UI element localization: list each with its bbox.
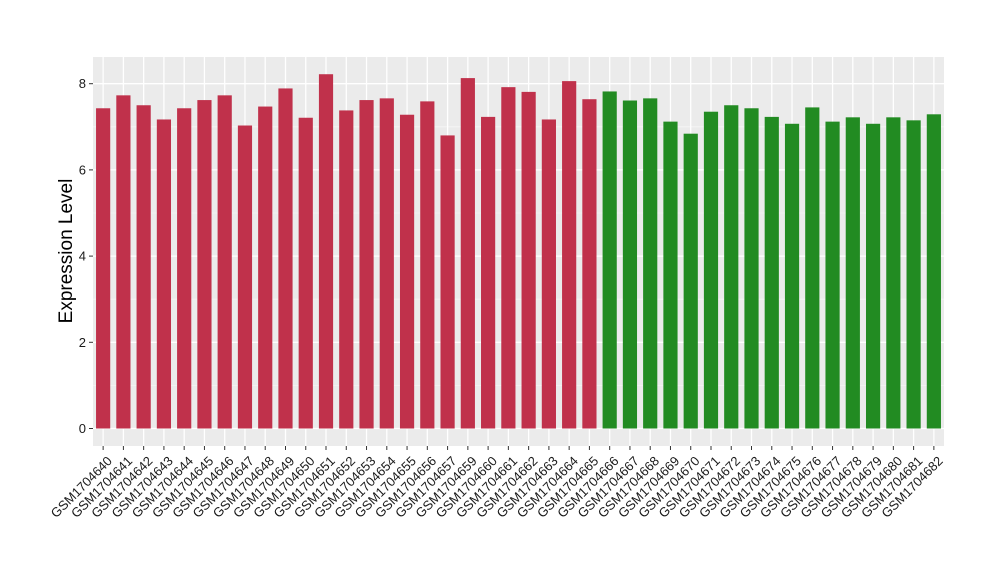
bar-GSM1704642 bbox=[136, 105, 151, 429]
bar-GSM1704660 bbox=[481, 116, 496, 429]
bar-GSM1704677 bbox=[825, 121, 840, 429]
bar-GSM1704652 bbox=[339, 110, 354, 429]
bar-GSM1704656 bbox=[420, 101, 435, 429]
bar-GSM1704641 bbox=[116, 95, 131, 429]
bar-GSM1704665 bbox=[582, 99, 597, 429]
y-tick-label: 2 bbox=[79, 335, 86, 350]
bar-GSM1704657 bbox=[440, 135, 455, 429]
bar-GSM1704650 bbox=[298, 117, 313, 429]
bar-GSM1704674 bbox=[764, 116, 779, 429]
bar-GSM1704667 bbox=[622, 100, 638, 429]
x-axis: GSM1704640GSM1704641GSM1704642GSM1704643… bbox=[48, 446, 946, 521]
bar-GSM1704669 bbox=[663, 121, 678, 429]
bar-GSM1704651 bbox=[318, 74, 334, 429]
bar-GSM1704678 bbox=[845, 117, 860, 429]
bar-GSM1704670 bbox=[683, 133, 698, 429]
y-tick-label: 8 bbox=[79, 76, 86, 91]
bar-GSM1704672 bbox=[724, 105, 739, 429]
bar-GSM1704661 bbox=[501, 87, 516, 429]
bar-GSM1704676 bbox=[805, 107, 820, 429]
bar-GSM1704654 bbox=[379, 98, 394, 429]
bar-GSM1704668 bbox=[643, 98, 658, 429]
bar-GSM1704645 bbox=[197, 100, 212, 429]
bar-GSM1704671 bbox=[703, 111, 719, 429]
y-axis: 0 2 4 6 8 bbox=[79, 76, 93, 436]
bar-GSM1704644 bbox=[177, 108, 192, 429]
y-axis-title: Expression Level bbox=[56, 179, 77, 324]
y-tick-label: 0 bbox=[79, 421, 86, 436]
bar-GSM1704679 bbox=[865, 123, 881, 429]
bar-GSM1704675 bbox=[784, 123, 800, 429]
y-tick-label: 6 bbox=[79, 162, 86, 177]
bar-GSM1704653 bbox=[359, 100, 374, 429]
bar-GSM1704664 bbox=[562, 81, 577, 429]
bar-GSM1704647 bbox=[237, 125, 253, 429]
bar-GSM1704663 bbox=[541, 119, 556, 429]
bar-GSM1704649 bbox=[278, 88, 293, 429]
bar-GSM1704643 bbox=[156, 119, 172, 429]
bar-GSM1704673 bbox=[744, 108, 759, 429]
bar-GSM1704681 bbox=[906, 120, 921, 429]
y-tick-label: 4 bbox=[79, 249, 86, 264]
bar-GSM1704666 bbox=[602, 91, 617, 429]
bar-GSM1704659 bbox=[460, 78, 475, 429]
bars bbox=[96, 74, 941, 429]
bar-GSM1704682 bbox=[926, 114, 941, 429]
bar-GSM1704655 bbox=[399, 114, 415, 429]
bar-GSM1704662 bbox=[521, 91, 536, 429]
bar-GSM1704640 bbox=[96, 108, 111, 429]
bar-GSM1704648 bbox=[258, 106, 273, 429]
bar-GSM1704680 bbox=[886, 117, 901, 429]
plot-panel bbox=[93, 57, 944, 446]
bar-GSM1704646 bbox=[217, 95, 232, 429]
